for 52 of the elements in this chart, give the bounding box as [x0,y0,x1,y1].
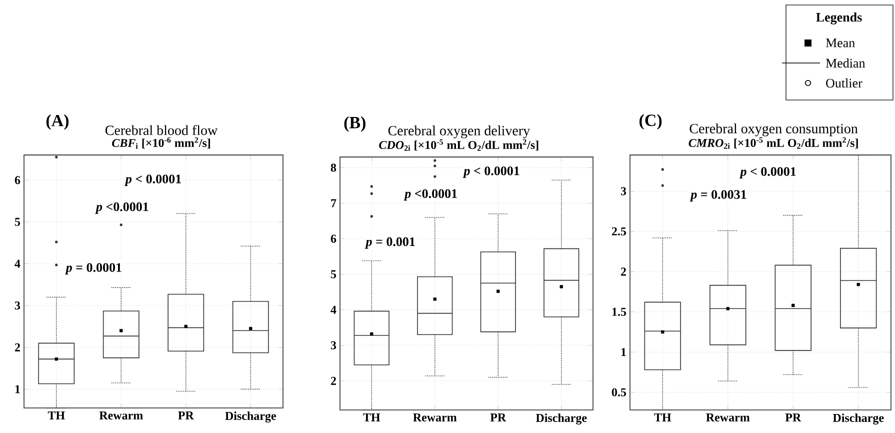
y-tick-label: 4 [14,260,20,268]
y-tick-label: 3 [330,341,336,350]
x-tick-label: TH [654,414,672,422]
text: (B) [344,116,366,132]
y-tick-label: 3 [14,301,20,310]
y-tick-label: 2 [14,343,20,352]
y-tick-label: 2 [620,268,626,276]
x-tick-label: Discharge [536,414,587,424]
annotation: p = 0.0001 [64,263,122,275]
x-tick-label: Discharge [832,414,884,424]
text: CDO$_{2i}$ [×10$^{-5}$ mL O$_{2}$/dL mm$^{2}$/s] [379,139,538,151]
text: Outlier [826,78,862,88]
annotation: p < 0.0001 [462,166,520,178]
x-tick-label: Rewarm [99,412,143,420]
y-tick-label: 0.5 [612,388,626,396]
text: (C) [640,114,662,130]
y-tick-label: 5 [14,218,20,226]
y-tick-label: 1 [621,348,626,356]
text: Mean [826,38,855,48]
chart-title: Cerebral oxygen delivery [388,126,530,138]
y-tick-label: 8 [330,164,336,172]
annotation: p = 0.001 [364,237,415,249]
y-tick-label: 5 [330,270,336,278]
y-tick-label: 6 [14,176,20,184]
annotation: p <0.0001 [95,202,148,214]
x-tick-label: TH [48,412,65,420]
y-tick-label: 1.5 [612,308,626,316]
annotation: p = 0.0031 [690,190,746,202]
y-tick-label: 7 [331,199,336,208]
x-tick-label: PR [490,414,506,422]
chart-title: Cerebral oxygen consumption [690,123,858,136]
x-tick-label: TH [363,414,380,422]
y-tick-label: 2.5 [612,227,626,236]
text: CMRO$_{2i}$ [×10$^{-5}$ mL O$_{2}$/dL mm$^{2}$/s] [688,137,858,149]
x-tick-label: PR [785,414,802,422]
text: (A) [46,114,69,130]
y-tick-label: 3 [620,187,626,196]
chart-subtitle: CBF$_{i}$ [×10$^{-6}$ mm$^{2}$/s] [112,137,210,149]
x-tick-label: Rewarm [706,414,750,422]
annotation: p <0.0001 [404,189,457,201]
x-tick-label: Discharge [225,412,276,422]
y-tick-label: 1 [15,385,20,394]
annotation: p < 0.0001 [739,167,796,179]
x-tick-label: Rewarm [413,414,457,422]
chart-title: Cerebral blood flow [105,125,218,136]
y-tick-label: 6 [330,234,336,243]
text: Median [826,58,866,68]
annotation: p < 0.0001 [124,174,181,186]
y-tick-label: 2 [330,376,336,385]
x-tick-label: PR [178,412,194,420]
y-tick-label: 4 [330,306,336,314]
text: Legends [816,12,862,24]
